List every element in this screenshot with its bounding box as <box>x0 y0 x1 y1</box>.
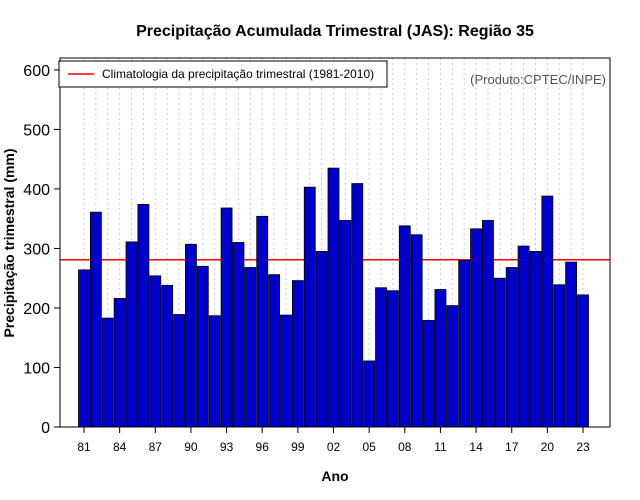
y-tick-label: 200 <box>23 301 50 318</box>
bar-2007 <box>387 290 399 428</box>
bar-2017 <box>505 267 518 428</box>
bar-2002 <box>327 167 340 428</box>
legend: Climatologia da precipitação trimestral … <box>58 60 388 88</box>
bar-2008 <box>398 225 411 428</box>
x-tick-label: 81 <box>77 440 91 454</box>
bar-2018 <box>517 245 530 428</box>
legend-box <box>58 60 388 88</box>
bar-1981 <box>78 269 90 428</box>
bar-2023 <box>577 294 589 428</box>
y-tick-label: 0 <box>41 420 50 437</box>
x-tick-label: 87 <box>149 440 163 454</box>
y-tick-label: 400 <box>23 182 50 199</box>
y-tick-label: 300 <box>23 241 50 258</box>
x-tick-label: 08 <box>398 440 412 454</box>
source-note: (Produto:CPTEC/INPE) <box>470 72 606 87</box>
bar-1982 <box>89 211 102 428</box>
bar-1984 <box>113 298 126 428</box>
x-tick-label: 90 <box>184 440 198 454</box>
bar-2020 <box>541 195 554 428</box>
x-tick-label: 05 <box>362 440 376 454</box>
bar-1997 <box>268 274 280 428</box>
x-tick-label: 84 <box>113 440 127 454</box>
x-tick-label: 11 <box>434 440 447 454</box>
vertical-grid <box>83 58 584 427</box>
bar-2005 <box>363 360 376 428</box>
bar-1994 <box>232 242 245 428</box>
bar-2001 <box>315 251 328 428</box>
bar-2011 <box>434 289 447 428</box>
bar-1983 <box>101 317 114 428</box>
bar-1995 <box>244 267 257 428</box>
bar-1999 <box>291 280 304 428</box>
bar-2019 <box>529 251 542 428</box>
bars-group <box>78 167 589 428</box>
bar-2004 <box>351 183 364 428</box>
bar-2022 <box>565 261 578 428</box>
y-tick-label: 500 <box>23 122 50 139</box>
bar-1988 <box>161 284 174 428</box>
chart-title: Precipitação Acumulada Trimestral (JAS):… <box>136 23 534 40</box>
y-tick-label: 600 <box>23 63 50 80</box>
bar-1996 <box>256 215 269 428</box>
x-tick-label: 20 <box>541 440 555 454</box>
x-tick-label: 14 <box>469 440 483 454</box>
x-axis-label: Ano <box>321 468 348 484</box>
x-tick-label: 93 <box>220 440 234 454</box>
bar-1990 <box>185 243 197 428</box>
bar-1998 <box>280 314 292 428</box>
bar-2021 <box>553 284 566 428</box>
y-tick-label: 100 <box>23 360 50 377</box>
bar-2015 <box>482 220 494 428</box>
x-axis: 81 84 87 90 93 96 99 02 05 08 11 14 17 20 23 <box>77 427 590 454</box>
bar-2014 <box>470 228 482 428</box>
bar-1987 <box>149 275 162 428</box>
bar-1993 <box>220 207 233 428</box>
y-axis: 0 100 200 300 400 500 600 <box>23 63 60 437</box>
x-tick-label: 23 <box>576 440 590 454</box>
bar-2016 <box>493 277 506 428</box>
plot-frame <box>59 57 611 428</box>
bar-1985 <box>125 241 138 428</box>
bar-2003 <box>339 220 352 428</box>
bar-1989 <box>173 314 185 428</box>
bar-1986 <box>137 204 150 428</box>
legend-label: Climatologia da precipitação trimestral … <box>102 67 374 81</box>
bar-2006 <box>375 287 387 428</box>
bar-1991 <box>196 265 209 428</box>
x-tick-label: 99 <box>291 440 305 454</box>
bar-2012 <box>446 305 459 428</box>
x-tick-label: 96 <box>256 440 270 454</box>
bar-2010 <box>422 320 435 428</box>
bar-2013 <box>458 259 471 428</box>
bar-2009 <box>410 234 423 428</box>
bar-1992 <box>208 315 221 428</box>
x-tick-label: 17 <box>505 440 519 454</box>
y-axis-label: Precipitação trimestral (mm) <box>1 148 17 337</box>
bar-2000 <box>303 186 316 428</box>
x-tick-label: 02 <box>327 440 341 454</box>
